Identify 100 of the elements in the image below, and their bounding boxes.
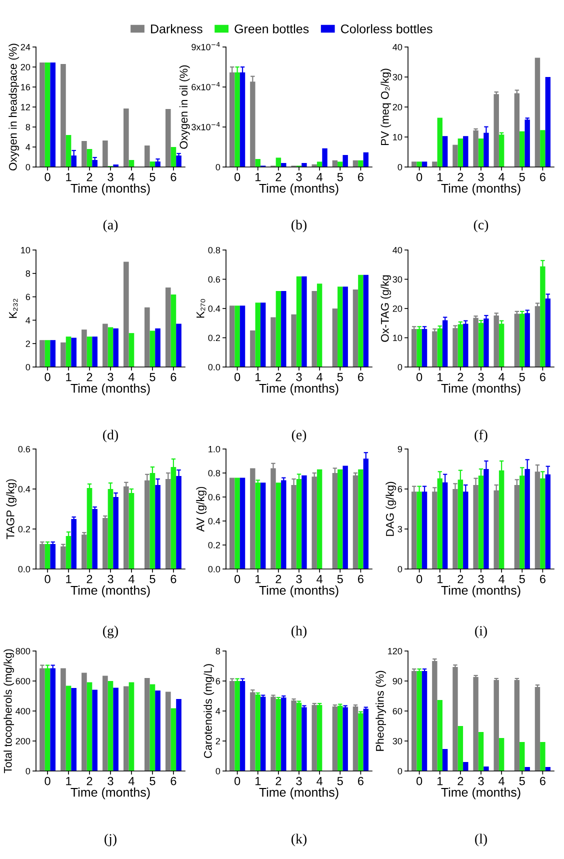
text: (e)	[292, 430, 306, 442]
y-tick-label: 30	[392, 276, 402, 283]
x-tick-label: 6	[358, 172, 364, 182]
legend-label: Green bottles	[234, 24, 309, 34]
y-axis-title: TAGP (g/kg)	[6, 479, 17, 540]
x-tick-label: 1	[255, 372, 261, 382]
y-tick-label: 40	[392, 44, 402, 50]
y-tick-label: 10	[21, 246, 30, 254]
x-tick-label: 6	[170, 372, 176, 382]
y-tick-label: 10	[393, 334, 402, 342]
y-tick-label: 8	[26, 124, 30, 130]
x-axis-title: Time (months)	[70, 586, 150, 598]
y-tick-label: 16	[21, 84, 30, 90]
y-tick-label: 0.2	[208, 334, 220, 342]
x-tick-label: 5	[337, 776, 343, 786]
x-tick-label: 6	[358, 372, 364, 382]
y-tick-label: 6x10$^{−4}$	[192, 82, 220, 90]
legend-label: Colorless bottles	[340, 24, 432, 34]
x-tick-label: 5	[337, 574, 343, 584]
y-axis-title: Pheophytins (%)	[376, 670, 386, 751]
x-tick-label: 0	[44, 574, 50, 584]
x-tick-label: 3	[108, 172, 114, 182]
y-tick-label: 6	[216, 678, 220, 684]
y-tick-label: 20	[392, 104, 402, 110]
y-tick-label: 600	[16, 678, 30, 684]
y-tick-label: 60	[392, 708, 402, 714]
y-tick-label: 8	[26, 270, 30, 277]
y-axis-title: K₂₃₂	[9, 298, 18, 318]
y-tick-label: 8	[216, 648, 220, 654]
x-tick-label: 6	[540, 776, 546, 786]
y-tick-label: 30	[392, 74, 402, 80]
x-tick-label: 5	[337, 172, 343, 182]
y-axis-title: DAG (g/kg)	[386, 482, 396, 536]
y-axis-title: PV (meq O₂/kg)	[380, 68, 392, 145]
y-tick-label: 3	[398, 526, 402, 532]
x-axis-title: Time (months)	[259, 384, 338, 396]
x-tick-label: 6	[540, 372, 546, 382]
x-tick-label: 2	[276, 776, 282, 786]
x-tick-label: 2	[458, 372, 464, 382]
x-tick-label: 0	[234, 372, 240, 382]
y-tick-label: 0.0	[208, 364, 220, 370]
x-tick-label: 4	[128, 776, 134, 786]
y-tick-label: 2	[26, 340, 30, 347]
x-tick-label: 3	[296, 776, 302, 786]
x-tick-label: 5	[150, 776, 156, 786]
y-tick-label: 0	[26, 164, 30, 170]
x-axis-title: Time (months)	[259, 586, 338, 598]
y-tick-label: 0	[398, 768, 402, 774]
x-tick-label: 5	[519, 574, 525, 584]
x-tick-label: 5	[519, 372, 525, 382]
x-tick-label: 2	[276, 372, 282, 382]
y-tick-label: 20	[20, 64, 30, 70]
y-tick-label: 6	[26, 294, 30, 300]
y-tick-label: 0.8	[208, 470, 220, 476]
y-tick-label: 30	[392, 738, 402, 744]
x-axis-title: Time (months)	[70, 184, 150, 196]
x-tick-label: 0	[416, 172, 422, 182]
y-tick-label: 0	[398, 164, 402, 170]
x-axis-title: Time (months)	[259, 788, 338, 800]
text: (l)	[475, 834, 487, 846]
legend-label: Darkness	[151, 24, 202, 34]
y-tick-label: 4	[26, 144, 30, 150]
x-tick-label: 2	[86, 372, 92, 382]
x-tick-label: 4	[498, 776, 504, 786]
text: (h)	[292, 626, 306, 638]
y-tick-label: 12	[21, 104, 30, 110]
x-tick-label: 4	[128, 172, 134, 182]
y-tick-label: 0.4	[208, 305, 220, 312]
x-tick-label: 1	[66, 372, 72, 382]
x-tick-label: 5	[150, 372, 156, 382]
x-tick-label: 4	[316, 776, 322, 786]
y-tick-label: 0.0	[208, 566, 220, 572]
y-tick-label: 0.2	[208, 542, 220, 548]
y-tick-label: 0.4	[18, 486, 30, 492]
x-tick-label: 3	[478, 172, 484, 182]
x-tick-label: 2	[86, 172, 92, 182]
x-tick-label: 3	[478, 776, 484, 786]
x-tick-label: 1	[437, 372, 443, 382]
x-axis-title: Time (months)	[70, 384, 150, 396]
x-tick-label: 4	[498, 574, 504, 584]
y-tick-label: 0	[398, 566, 402, 572]
y-tick-label: 2	[216, 738, 220, 744]
x-tick-label: 4	[316, 172, 322, 182]
y-tick-label: 0.6	[208, 276, 220, 283]
y-tick-label: 0	[216, 768, 220, 774]
y-tick-label: 24	[20, 44, 30, 50]
x-tick-label: 4	[128, 574, 134, 584]
y-axis-title: Carotenoids (mg/L)	[204, 664, 214, 758]
x-tick-label: 3	[478, 372, 484, 382]
x-axis-title: Time (months)	[441, 384, 520, 396]
x-tick-label: 0	[234, 574, 240, 584]
text: (k)	[292, 834, 306, 846]
x-tick-label: 4	[498, 172, 504, 182]
y-tick-label: 0.2	[18, 526, 30, 532]
x-tick-label: 3	[108, 776, 114, 786]
x-tick-label: 6	[170, 172, 176, 182]
x-axis-title: Time (months)	[70, 788, 150, 800]
x-tick-label: 0	[44, 776, 50, 786]
y-tick-label: 10	[393, 134, 402, 140]
x-tick-label: 5	[519, 776, 525, 786]
